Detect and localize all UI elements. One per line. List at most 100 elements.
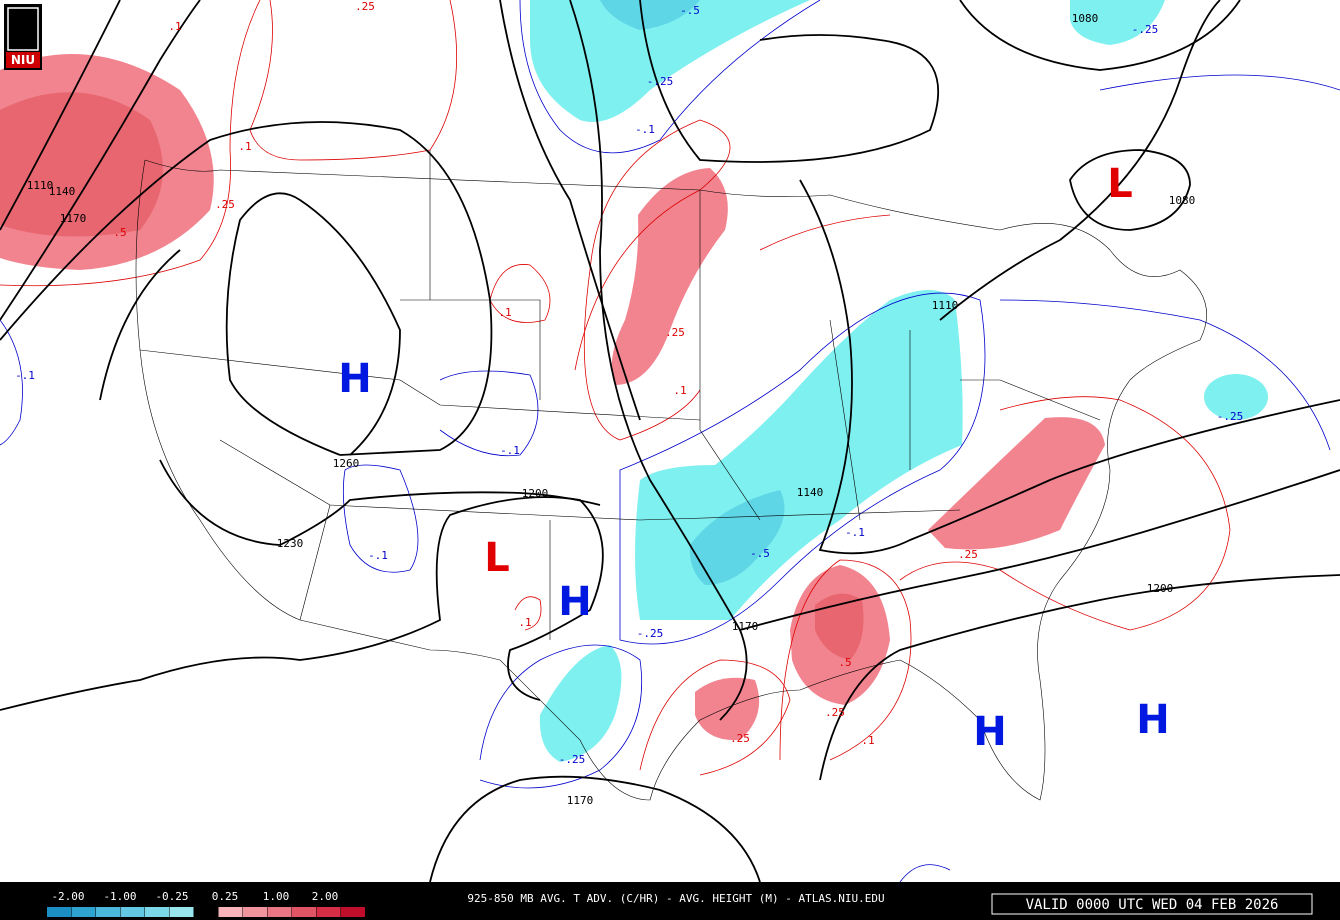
height-label: 1170 — [567, 794, 594, 807]
height-label: 1080 — [1169, 194, 1196, 207]
legend-label: -0.25 — [155, 890, 188, 903]
legend-label: -1.00 — [103, 890, 136, 903]
warm-label: .25 — [355, 0, 375, 13]
height-label: 1080 — [1072, 12, 1099, 25]
height-contour — [739, 469, 1340, 631]
legend-swatch — [145, 907, 169, 917]
low-center: L — [484, 535, 510, 581]
cold-area — [539, 645, 622, 762]
warm-label: .25 — [665, 326, 685, 339]
height-contour — [99, 249, 181, 401]
cold-label: -.25 — [1132, 23, 1159, 36]
cold-contour — [999, 299, 1331, 451]
cold-contour — [519, 0, 821, 154]
high-center: H — [973, 709, 1006, 755]
legend-swatch — [316, 907, 341, 917]
cold-label: -.5 — [680, 4, 700, 17]
warm-contour — [574, 119, 731, 441]
warm-label: .1 — [498, 306, 511, 319]
cold-core — [689, 490, 785, 585]
cold-contour — [1099, 74, 1340, 91]
warm-label: .1 — [673, 384, 686, 397]
warm-core — [815, 593, 864, 660]
logo-text: NIU — [11, 53, 35, 67]
height-contour — [639, 0, 939, 163]
warm-contour — [779, 559, 912, 761]
cold-label: -.1 — [500, 444, 520, 457]
cold-contour — [439, 370, 539, 457]
height-label: 1230 — [277, 537, 304, 550]
warm-label: .5 — [838, 656, 851, 669]
boundaries — [135, 150, 1207, 801]
legend-label: 0.25 — [212, 890, 239, 903]
coastline — [135, 159, 1207, 801]
height-label: 1170 — [60, 212, 87, 225]
cold-contour — [342, 464, 419, 573]
height-contour — [1069, 149, 1191, 231]
cold-contour — [619, 292, 986, 645]
cold-contours — [0, 0, 1340, 883]
cold-contour — [0, 319, 23, 446]
warm-contour — [0, 0, 261, 287]
height-label: 1200 — [1147, 582, 1174, 595]
warm-area — [611, 168, 728, 385]
cold-area — [1204, 374, 1268, 420]
height-label: 1200 — [522, 487, 549, 500]
high-center: H — [338, 356, 371, 402]
warm-core — [0, 92, 163, 237]
height-label: 1140 — [49, 185, 76, 198]
warm-label: .1 — [168, 20, 181, 33]
legend-label: 2.00 — [312, 890, 339, 903]
warm-area — [695, 677, 760, 741]
cold-label: -.1 — [15, 369, 35, 382]
valid-box — [991, 893, 1313, 915]
cold-label: -.1 — [845, 526, 865, 539]
state-lines — [139, 150, 1101, 640]
height-label: 1110 — [932, 299, 959, 312]
legend-label: 1.00 — [263, 890, 290, 903]
height-label: 1110 — [27, 179, 54, 192]
legend-swatch — [169, 907, 194, 917]
warm-contour — [249, 0, 458, 161]
height-contour — [569, 0, 748, 721]
height-contour — [225, 192, 401, 456]
high-center: H — [558, 579, 591, 625]
warm-label: .5 — [113, 226, 126, 239]
logo-icon — [7, 7, 39, 51]
height-contour — [0, 0, 201, 321]
warm-label: .25 — [215, 198, 235, 211]
map-background — [0, 0, 1340, 882]
cold-label: -.1 — [368, 549, 388, 562]
warm-label: .1 — [238, 140, 251, 153]
cold-contour — [899, 864, 951, 883]
legend-swatch — [47, 907, 71, 917]
height-contour — [429, 775, 761, 883]
cold-label: -.25 — [559, 753, 586, 766]
warm-label: .25 — [958, 548, 978, 561]
legend-swatch — [292, 907, 316, 917]
legend-swatch — [267, 907, 292, 917]
warm-label: .25 — [730, 732, 750, 745]
warm-contour — [514, 596, 542, 631]
advection-fills — [0, 0, 1268, 762]
cold-area — [1070, 0, 1165, 45]
legend-swatch — [120, 907, 145, 917]
warm-label: .1 — [861, 734, 874, 747]
height-contours — [0, 0, 1340, 883]
cold-label: -.25 — [647, 75, 674, 88]
height-contour — [499, 0, 641, 421]
height-contour — [0, 496, 604, 711]
height-contour — [0, 0, 121, 231]
cold-label: -.25 — [637, 627, 664, 640]
height-contour — [799, 179, 1340, 555]
high-center: H — [1136, 697, 1169, 743]
height-label: 1170 — [732, 620, 759, 633]
warm-contour — [489, 264, 551, 323]
cold-label: -.1 — [635, 123, 655, 136]
height-label: 1260 — [333, 457, 360, 470]
cold-label: -.5 — [750, 547, 770, 560]
height-contour — [819, 574, 1340, 781]
warm-area — [928, 417, 1105, 550]
cold-label: -.25 — [1217, 410, 1244, 423]
